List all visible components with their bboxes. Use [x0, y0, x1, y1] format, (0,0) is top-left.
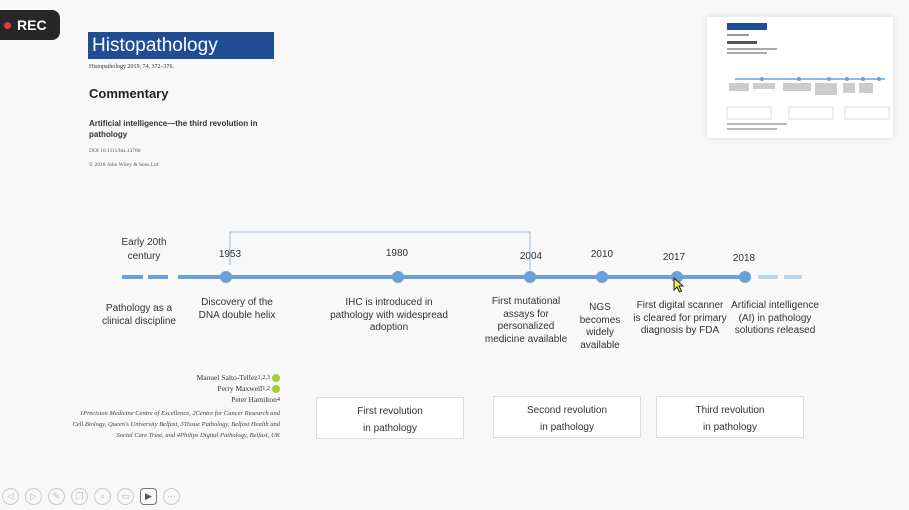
year-2004: 2004	[519, 251, 543, 262]
year-2017: 2017	[662, 252, 686, 263]
slides-icon: ❐	[75, 490, 84, 501]
previous-icon: ◁	[7, 490, 14, 501]
next-slide-button[interactable]: ▷	[25, 487, 42, 505]
subtitles-button[interactable]: ▭	[117, 487, 134, 505]
article-copyright: © 2018 John Wiley & Sons Ltd	[89, 162, 159, 168]
more-options-button[interactable]: ⋯	[163, 487, 180, 505]
pen-icon: ✎	[52, 490, 61, 501]
author: Perry Maxwell 1,2	[140, 383, 280, 394]
second-revolution-box: Second revolution in pathology	[493, 396, 641, 438]
author-list: Manuel Salto-Tellez 1,2,3 Perry Maxwell 1,…	[140, 372, 280, 405]
milestone-dot-1953	[220, 271, 232, 283]
author: Peter Hamilton 4	[231, 395, 280, 404]
presenter-thumbnail[interactable]	[707, 17, 893, 138]
orcid-icon[interactable]	[272, 384, 280, 393]
year-1953: 1953	[218, 249, 242, 260]
event-mutational-assays: First mutational assays for personalized…	[484, 296, 568, 345]
next-icon: ▷	[30, 490, 37, 501]
year-2018: 2018	[732, 253, 756, 264]
record-dot-icon	[4, 21, 11, 29]
more-icon: ⋯	[167, 490, 176, 501]
milestone-dot-2010	[596, 271, 608, 283]
third-revolution-box: Third revolution in pathology	[656, 396, 804, 438]
pen-button[interactable]: ✎	[48, 487, 65, 505]
year-2010: 2010	[590, 249, 614, 260]
milestone-dot-2004	[524, 271, 536, 283]
year-early-20th-century: Early 20th century	[121, 237, 167, 262]
year-1980: 1980	[385, 248, 409, 259]
recording-badge[interactable]: REC	[0, 10, 60, 40]
event-dna-double-helix: Discovery of the DNA double helix	[198, 297, 276, 321]
previous-slide-button[interactable]: ◁	[2, 487, 19, 505]
first-revolution-box: First revolution in pathology	[316, 397, 464, 439]
camera-button[interactable]: ▶	[140, 487, 157, 505]
event-ihc-introduced: IHC is introduced in pathology with wide…	[330, 297, 448, 333]
zoom-button[interactable]: ⌕	[94, 487, 111, 505]
slides-button[interactable]: ❐	[71, 487, 88, 505]
author: Manuel Salto-Tellez 1,2,3	[140, 372, 280, 383]
milestone-dot-2018	[739, 271, 751, 283]
event-digital-scanner-fda: First digital scanner is cleared for pri…	[633, 300, 727, 336]
article-title: Artificial intelligence—the third revolu…	[89, 119, 258, 139]
thumbnail-figure-icon	[726, 23, 890, 130]
mouse-cursor-icon	[673, 277, 685, 293]
orcid-icon[interactable]	[272, 373, 280, 382]
recording-label: REC	[17, 17, 47, 33]
section-title: Commentary	[89, 86, 169, 101]
event-ngs-available: NGS becomes widely available	[579, 302, 621, 351]
milestone-dot-1980	[392, 271, 404, 283]
event-pathology-discipline: Pathology as a clinical discipline	[102, 303, 176, 327]
timeline-bracket	[229, 231, 531, 270]
article-doi: DOI 10.1111/his.13760	[89, 148, 141, 154]
subtitles-icon: ▭	[121, 490, 130, 501]
event-ai-solutions: Artificial intelligence (AI) in patholog…	[731, 300, 819, 336]
journal-citation: Histopathology 2019, 74, 372–376.	[89, 64, 174, 70]
presentation-toolbar: ◁ ▷ ✎ ❐ ⌕ ▭ ▶ ⋯	[0, 486, 180, 506]
author-affiliations: 1Precision Medicine Centre of Excellence…	[72, 410, 280, 439]
camera-icon: ▶	[145, 490, 152, 501]
zoom-icon: ⌕	[99, 490, 106, 501]
journal-banner: Histopathology	[88, 32, 274, 59]
